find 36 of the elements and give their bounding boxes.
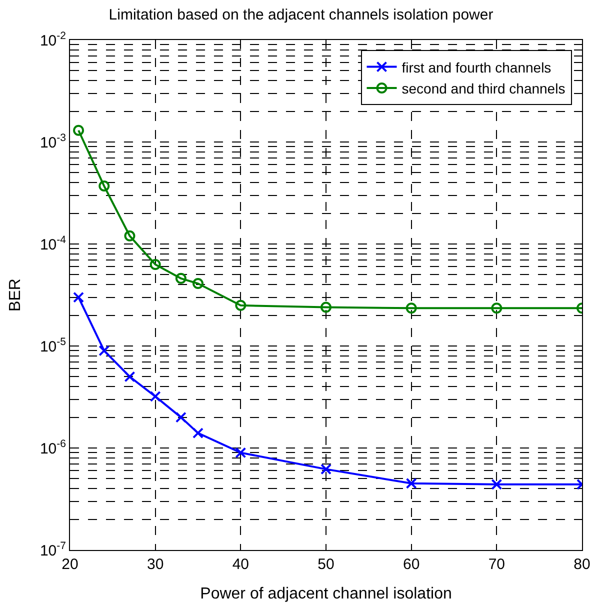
point <box>320 464 332 475</box>
y-tick-label: 10$^{-4}$ <box>40 234 66 254</box>
point <box>192 278 204 289</box>
point <box>73 124 84 136</box>
y-tick-label: 10$^{-6}$ <box>40 438 66 458</box>
y-tick-label: 10$^{-2}$ <box>40 30 66 50</box>
point <box>491 478 502 490</box>
x-axis-title: Power of adjacent channel isolation <box>200 586 452 603</box>
point <box>235 300 246 311</box>
point <box>98 180 110 192</box>
point <box>175 412 186 423</box>
y-tick-label: 10$^{-5}$ <box>40 336 66 356</box>
point <box>406 302 417 314</box>
point <box>235 447 246 458</box>
point <box>175 272 186 284</box>
point <box>73 292 84 303</box>
legend-label: second and third channels <box>402 80 566 96</box>
point <box>150 258 161 270</box>
point <box>406 478 417 489</box>
point <box>124 371 136 382</box>
x-tick-label: 60 <box>402 556 420 573</box>
point <box>150 390 161 402</box>
chart-title: Limitation based on the adjacent channels isolation power <box>108 6 494 24</box>
legend-label: first and fourth channels <box>402 59 552 76</box>
x-tick-label: 50 <box>318 556 334 573</box>
point <box>98 345 110 356</box>
y-axis-title: BER <box>6 278 24 312</box>
point <box>491 302 502 314</box>
x-tick-label: 40 <box>232 556 250 573</box>
x-tick-label: 30 <box>146 556 164 573</box>
point <box>320 302 332 313</box>
x-tick-label: 80 <box>574 556 590 573</box>
point <box>124 230 136 242</box>
x-tick-label: 70 <box>488 556 506 573</box>
y-tick-label: 10$^{-3}$ <box>40 132 66 152</box>
point <box>192 428 204 439</box>
